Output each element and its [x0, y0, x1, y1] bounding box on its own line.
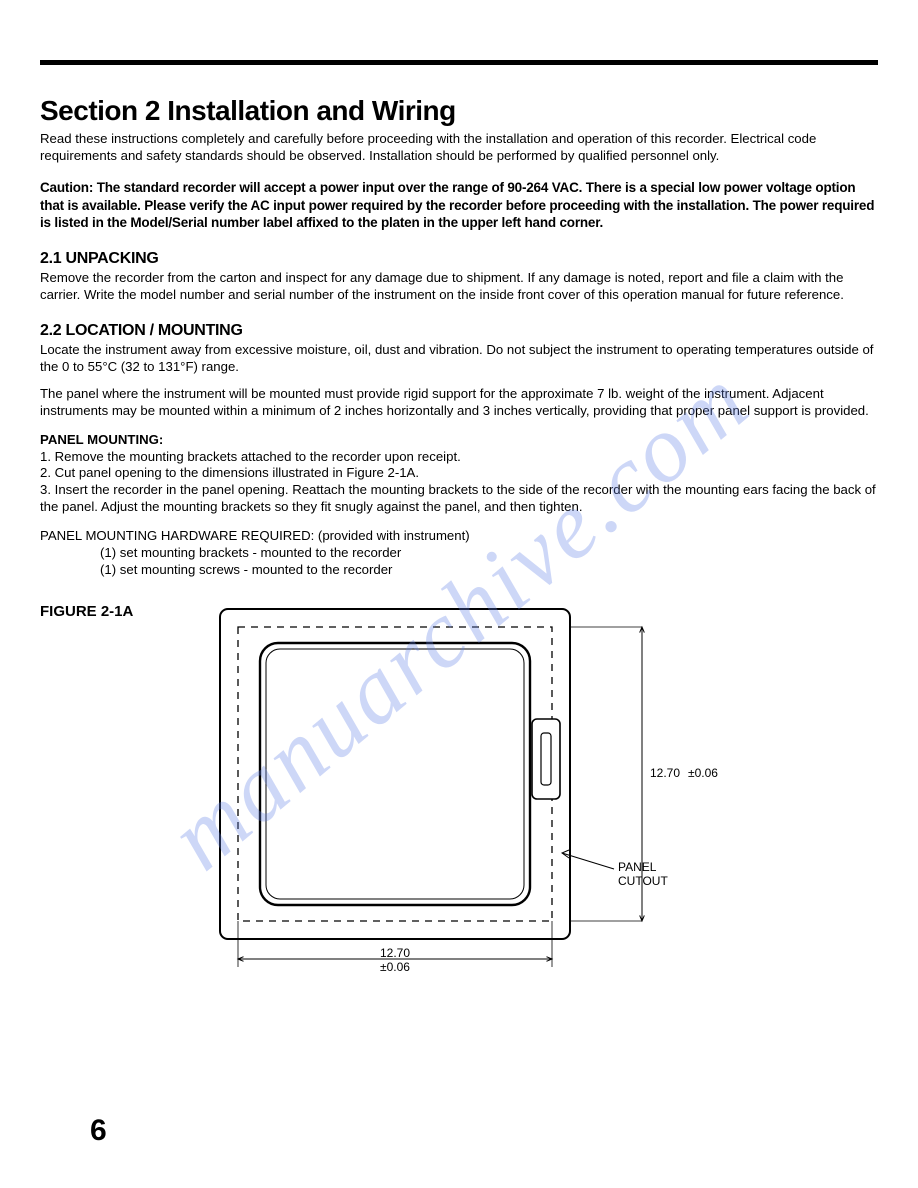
- figure-label: FIGURE 2-1A: [40, 599, 200, 620]
- step-2: 2. Cut panel opening to the dimensions i…: [40, 465, 878, 482]
- top-rule: [40, 60, 878, 65]
- section-2-2-p1: Locate the instrument away from excessiv…: [40, 342, 878, 376]
- section-2-2-p2: The panel where the instrument will be m…: [40, 386, 878, 420]
- figure-2-1a-svg: 12.70±0.0612.70±0.06PANELCUTOUT: [200, 599, 720, 989]
- svg-text:12.70: 12.70: [650, 766, 680, 780]
- section-2-1-body: Remove the recorder from the carton and …: [40, 270, 878, 304]
- svg-text:CUTOUT: CUTOUT: [618, 874, 668, 888]
- caution-para: Caution: The standard recorder will acce…: [40, 179, 878, 232]
- step-1: 1. Remove the mounting brackets attached…: [40, 449, 878, 466]
- section-2-1-title: 2.1 UNPACKING: [40, 250, 878, 268]
- page-title: Section 2 Installation and Wiring: [40, 95, 878, 127]
- hardware-1: (1) set mounting brackets - mounted to t…: [40, 545, 878, 562]
- panel-mounting-heading: PANEL MOUNTING:: [40, 432, 878, 447]
- svg-text:±0.06: ±0.06: [380, 960, 410, 974]
- hardware-title: PANEL MOUNTING HARDWARE REQUIRED: (provi…: [40, 528, 878, 545]
- intro-para: Read these instructions completely and c…: [40, 131, 878, 165]
- page-number: 6: [90, 1114, 107, 1148]
- svg-text:±0.06: ±0.06: [688, 766, 718, 780]
- svg-text:12.70: 12.70: [380, 946, 410, 960]
- section-2-2-title: 2.2 LOCATION / MOUNTING: [40, 322, 878, 340]
- step-3: 3. Insert the recorder in the panel open…: [40, 482, 878, 516]
- hardware-2: (1) set mounting screws - mounted to the…: [40, 562, 878, 579]
- svg-text:PANEL: PANEL: [618, 860, 657, 874]
